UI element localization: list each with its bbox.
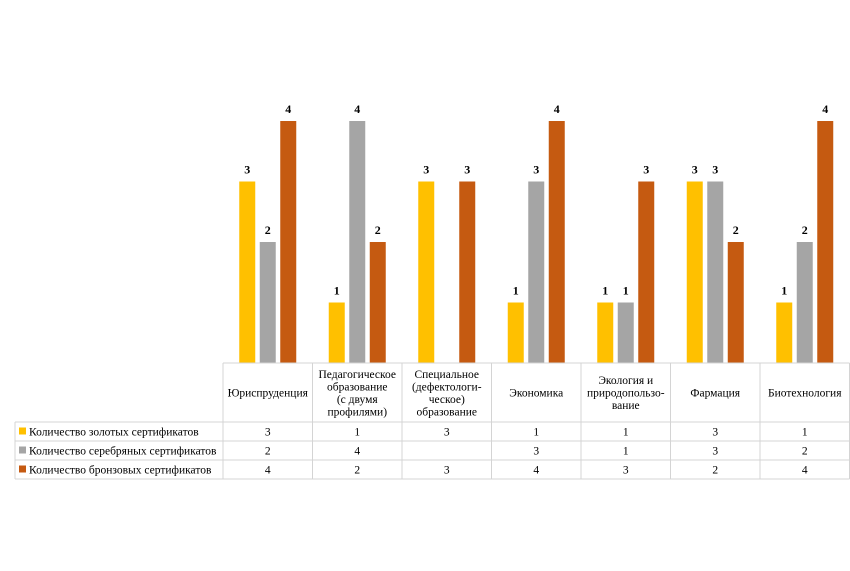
table-cell-value: 3 bbox=[444, 427, 450, 439]
legend-key bbox=[19, 446, 26, 454]
category-label: Фармация bbox=[690, 388, 740, 400]
data-label: 3 bbox=[464, 163, 470, 177]
category-label: вание bbox=[612, 400, 640, 412]
bar bbox=[507, 302, 524, 363]
legend-key bbox=[19, 427, 26, 435]
table-cell-value: 4 bbox=[802, 465, 808, 477]
bar bbox=[528, 181, 545, 363]
table-cell-value: 2 bbox=[712, 465, 718, 477]
data-label: 3 bbox=[244, 163, 250, 177]
data-label: 3 bbox=[643, 163, 649, 177]
data-label: 3 bbox=[692, 163, 698, 177]
table-cell-value: 3 bbox=[712, 427, 718, 439]
bar bbox=[638, 181, 655, 363]
table-cell-value: 2 bbox=[265, 446, 271, 458]
category-label: Биотехнология bbox=[768, 388, 842, 400]
category-label: профилями) bbox=[327, 406, 387, 418]
bar bbox=[776, 302, 793, 363]
table-cell-value: 3 bbox=[533, 446, 539, 458]
bar bbox=[239, 181, 256, 363]
category-label: Экология и bbox=[598, 375, 653, 387]
table-cell-value: 2 bbox=[354, 465, 360, 477]
table-cell-value: 3 bbox=[712, 446, 718, 458]
bar bbox=[349, 121, 366, 363]
bar bbox=[328, 302, 345, 363]
table-cell-value: 4 bbox=[354, 446, 360, 458]
bar bbox=[548, 121, 565, 363]
category-label: Специальное bbox=[414, 369, 479, 381]
data-label: 3 bbox=[712, 163, 718, 177]
data-label: 1 bbox=[623, 284, 629, 298]
data-label: 1 bbox=[513, 284, 519, 298]
data-label: 4 bbox=[554, 102, 560, 116]
category-label: образование bbox=[417, 406, 477, 418]
data-label: 2 bbox=[733, 223, 739, 237]
table-cell-value: 1 bbox=[623, 427, 629, 439]
category-label: (с двумя bbox=[337, 394, 379, 406]
category-label: Юриспруденция bbox=[228, 388, 309, 400]
table-cell-value: 3 bbox=[623, 465, 629, 477]
data-label: 1 bbox=[334, 284, 340, 298]
table-cell-value: 3 bbox=[265, 427, 271, 439]
bar bbox=[796, 242, 813, 363]
table-cell-value: 1 bbox=[533, 427, 539, 439]
table-cell-value: 3 bbox=[444, 465, 450, 477]
bar bbox=[280, 121, 297, 363]
data-label: 1 bbox=[781, 284, 787, 298]
table-cell-value: 4 bbox=[265, 465, 271, 477]
bar bbox=[369, 242, 386, 363]
data-label: 2 bbox=[265, 223, 271, 237]
data-label: 4 bbox=[354, 102, 360, 116]
legend-key bbox=[19, 465, 26, 473]
data-label: 4 bbox=[822, 102, 828, 116]
bar bbox=[418, 181, 435, 363]
legend-label: Количество золотых сертификатов bbox=[29, 427, 199, 439]
table-cell-value: 1 bbox=[802, 427, 808, 439]
category-label: (дефектологи- bbox=[412, 381, 482, 393]
bar bbox=[259, 242, 276, 363]
table-cell-value: 1 bbox=[623, 446, 629, 458]
bar bbox=[727, 242, 744, 363]
category-label: Педагогическое bbox=[318, 369, 396, 381]
table-cell-value: 1 bbox=[354, 427, 360, 439]
bar bbox=[686, 181, 703, 363]
data-label: 3 bbox=[533, 163, 539, 177]
data-label: 3 bbox=[423, 163, 429, 177]
bar bbox=[707, 181, 724, 363]
data-label: 2 bbox=[375, 223, 381, 237]
data-label: 2 bbox=[802, 223, 808, 237]
data-label: 1 bbox=[602, 284, 608, 298]
bar bbox=[617, 302, 634, 363]
legend-label: Количество бронзовых сертификатов bbox=[29, 465, 212, 477]
data-label: 4 bbox=[285, 102, 291, 116]
bar bbox=[597, 302, 614, 363]
table-cell-value: 4 bbox=[533, 465, 539, 477]
category-label: образование bbox=[327, 381, 387, 393]
legend-label: Количество серебряных сертификатов bbox=[29, 446, 217, 458]
category-label: ческое) bbox=[429, 394, 465, 406]
category-label: Экономика bbox=[509, 388, 563, 400]
bar bbox=[459, 181, 476, 363]
table-cell-value: 2 bbox=[802, 446, 808, 458]
bar bbox=[817, 121, 834, 363]
category-label: природопользо- bbox=[587, 388, 665, 400]
